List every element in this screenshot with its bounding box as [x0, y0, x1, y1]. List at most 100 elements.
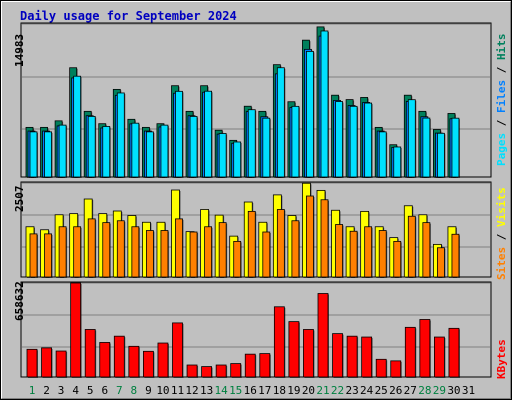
bar-kbytes-21: [317, 293, 329, 378]
bar-sites-25: [378, 230, 387, 278]
x-tick-label-11: 11: [171, 384, 184, 397]
bar-pages-6: [102, 126, 111, 178]
bar-sites-3: [58, 226, 67, 278]
legend-visits: Visits: [495, 187, 508, 227]
middle-axis-max-label: 2507: [13, 185, 26, 213]
bar-pages-16: [247, 109, 256, 178]
bar-sites-15: [233, 240, 242, 278]
x-tick-label-13: 13: [200, 384, 213, 397]
top-legend: Pages / Files / Hits: [495, 34, 509, 167]
x-tick-label-30: 30: [447, 384, 460, 397]
bar-kbytes-19: [288, 321, 300, 378]
legend-kbytes: KBytes: [495, 339, 508, 379]
x-tick-label-7: 7: [116, 384, 123, 397]
bar-pages-13: [204, 90, 213, 178]
x-tick-label-14: 14: [215, 384, 229, 397]
x-tick-label-16: 16: [244, 384, 257, 397]
bar-kbytes-24: [361, 336, 373, 378]
top-axis-max-label: 14983: [13, 33, 26, 67]
bar-sites-21: [320, 199, 329, 278]
bar-sites-2: [44, 233, 52, 278]
bar-kbytes-4: [70, 282, 82, 378]
x-tick-label-23: 23: [345, 384, 358, 397]
x-tick-label-17: 17: [258, 384, 271, 397]
bar-kbytes-17: [259, 353, 271, 378]
bar-pages-20: [306, 50, 314, 178]
bar-sites-13: [204, 226, 213, 278]
x-tick-label-21: 21: [316, 384, 329, 397]
bar-pages-11: [175, 90, 183, 178]
bar-sites-20: [306, 195, 314, 278]
x-tick-label-15: 15: [229, 384, 242, 397]
bar-sites-8: [131, 226, 140, 278]
bar-pages-2: [44, 131, 52, 178]
bar-kbytes-16: [244, 353, 256, 378]
legend-pages: Pages: [495, 132, 508, 166]
bar-kbytes-23: [346, 335, 358, 378]
x-tick-label-28: 28: [418, 384, 431, 397]
x-tick-label-25: 25: [375, 384, 388, 397]
bar-kbytes-29: [433, 336, 445, 378]
bar-pages-29: [436, 132, 445, 178]
bar-sites-18: [276, 209, 285, 278]
bar-sites-4: [73, 226, 82, 278]
legend-sep-1: /: [495, 113, 508, 133]
bar-kbytes-5: [84, 329, 96, 378]
bar-pages-21: [320, 30, 329, 178]
bottom-legend: KBytes: [495, 339, 509, 379]
bar-sites-16: [247, 210, 256, 278]
bar-kbytes-7: [113, 335, 125, 378]
x-tick-label-1: 1: [29, 384, 36, 397]
x-tick-label-19: 19: [287, 384, 300, 397]
x-tick-label-20: 20: [302, 384, 315, 397]
bar-kbytes-27: [404, 326, 416, 378]
bar-kbytes-9: [142, 350, 154, 378]
bar-kbytes-11: [172, 322, 183, 378]
bar-sites-17: [262, 231, 271, 278]
bar-sites-30: [451, 233, 460, 278]
x-tick-label-18: 18: [273, 384, 286, 397]
bar-sites-29: [436, 247, 445, 278]
bar-pages-26: [393, 146, 402, 178]
legend-files: Files: [495, 79, 508, 113]
x-tick-label-26: 26: [389, 384, 402, 397]
x-tick-label-27: 27: [404, 384, 417, 397]
bottom-axis-max-label: 658632: [13, 281, 26, 321]
bar-sites-26: [393, 240, 402, 278]
bar-pages-9: [145, 131, 154, 178]
bar-pages-19: [291, 105, 300, 178]
bar-pages-17: [262, 117, 271, 178]
legend-sep-2: /: [495, 60, 508, 80]
bar-pages-10: [160, 124, 169, 178]
bar-sites-9: [145, 230, 154, 278]
legend-sites: Sites: [495, 246, 508, 280]
bar-pages-1: [29, 131, 38, 178]
bar-pages-5: [87, 116, 96, 178]
bar-pages-3: [58, 124, 67, 178]
bar-kbytes-26: [390, 360, 402, 378]
x-tick-label-29: 29: [433, 384, 446, 397]
bar-kbytes-3: [55, 350, 67, 378]
bar-pages-18: [276, 67, 285, 178]
bar-kbytes-22: [332, 333, 343, 378]
x-tick-label-31: 31: [462, 384, 475, 397]
bar-pages-27: [407, 99, 416, 178]
x-tick-label-10: 10: [156, 384, 169, 397]
bar-kbytes-13: [201, 366, 213, 378]
x-tick-label-24: 24: [360, 384, 374, 397]
bar-sites-5: [87, 218, 96, 278]
bar-kbytes-20: [303, 329, 314, 378]
bar-pages-7: [116, 92, 125, 178]
bar-pages-15: [233, 141, 242, 178]
bar-sites-10: [160, 230, 169, 278]
bar-pages-8: [131, 122, 140, 178]
bar-sites-22: [335, 224, 343, 278]
bar-pages-30: [451, 117, 460, 178]
bar-sites-23: [349, 230, 358, 278]
bar-pages-24: [364, 102, 373, 178]
bar-kbytes-25: [375, 358, 387, 378]
bar-pages-4: [73, 75, 82, 178]
bar-sites-1: [29, 233, 38, 278]
